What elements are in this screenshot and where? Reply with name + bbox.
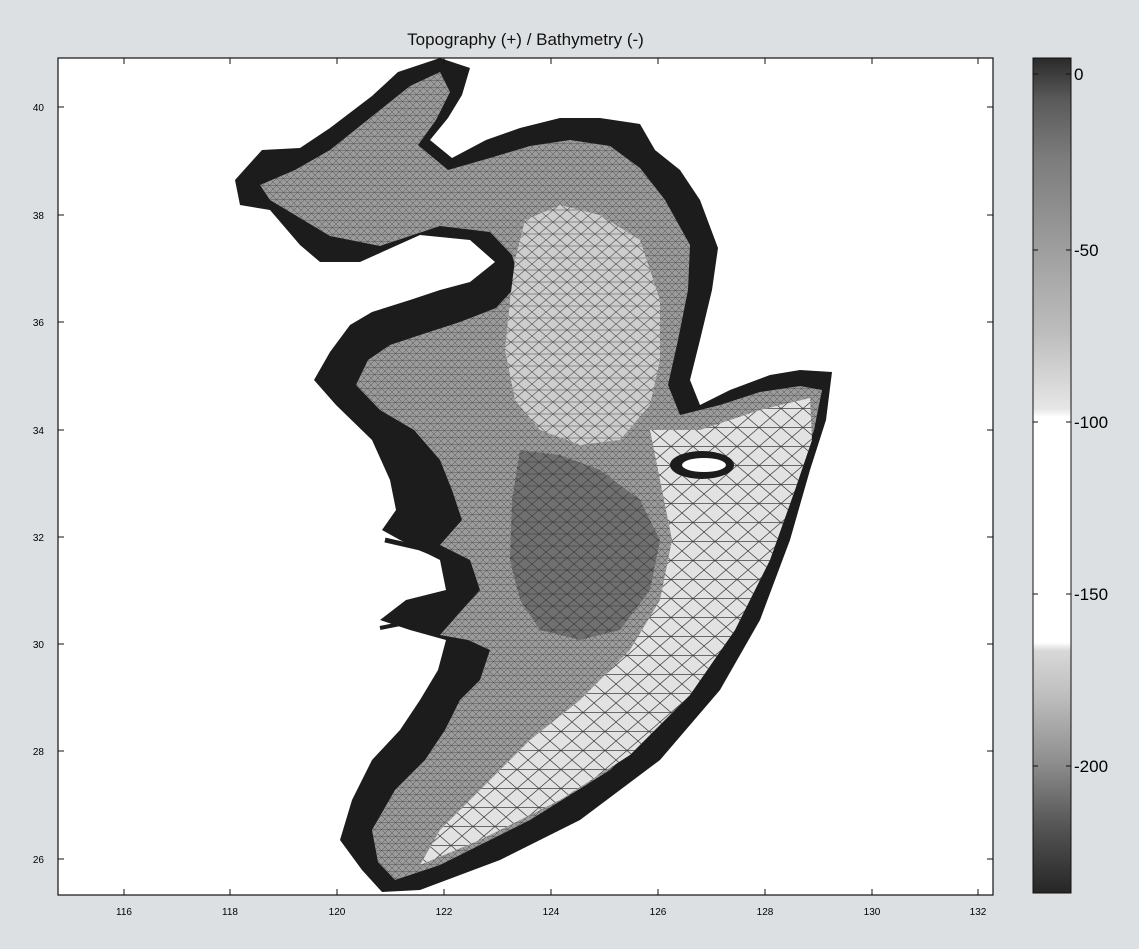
colorbar-tick-label: -100 <box>1074 413 1108 432</box>
y-tick-label: 32 <box>33 533 45 544</box>
x-tick-label: 124 <box>543 907 560 918</box>
x-tick-label: 120 <box>329 907 346 918</box>
outer-mesh <box>420 398 812 865</box>
mid-depth-mesh <box>505 205 660 445</box>
colorbar-tick-label: 0 <box>1074 65 1083 84</box>
y-tick-label: 26 <box>33 855 45 866</box>
y-tick-label: 28 <box>33 747 45 758</box>
y-tick-label: 34 <box>33 426 45 437</box>
trough-mesh <box>510 450 660 640</box>
y-tick-label: 30 <box>33 640 45 651</box>
y-tick-label: 36 <box>33 318 45 329</box>
y-axis: 26 28 30 32 34 36 38 40 <box>33 103 993 866</box>
colorbar-gradient <box>1032 57 1072 894</box>
island-inner <box>682 458 726 472</box>
colorbar-tick-label: -50 <box>1074 241 1099 260</box>
x-tick-label: 122 <box>436 907 453 918</box>
x-tick-label: 126 <box>650 907 667 918</box>
x-tick-label: 116 <box>116 907 132 918</box>
y-tick-label: 40 <box>33 103 45 114</box>
map-title: Topography (+) / Bathymetry (-) <box>407 30 644 49</box>
x-axis: 116 118 120 122 124 126 128 130 132 <box>116 58 987 918</box>
y-tick-label: 38 <box>33 211 45 222</box>
x-tick-label: 132 <box>970 907 987 918</box>
x-tick-label: 118 <box>222 907 238 918</box>
map-layers <box>235 58 832 892</box>
colorbar: 0 -50 -100 -150 -200 <box>1032 57 1108 894</box>
river-channel <box>384 537 451 563</box>
river-channel <box>379 610 446 630</box>
x-tick-label: 130 <box>864 907 881 918</box>
colorbar-tick-label: -200 <box>1074 757 1108 776</box>
colorbar-tick-label: -150 <box>1074 585 1108 604</box>
x-tick-label: 128 <box>757 907 774 918</box>
plot-frame <box>57 57 994 896</box>
